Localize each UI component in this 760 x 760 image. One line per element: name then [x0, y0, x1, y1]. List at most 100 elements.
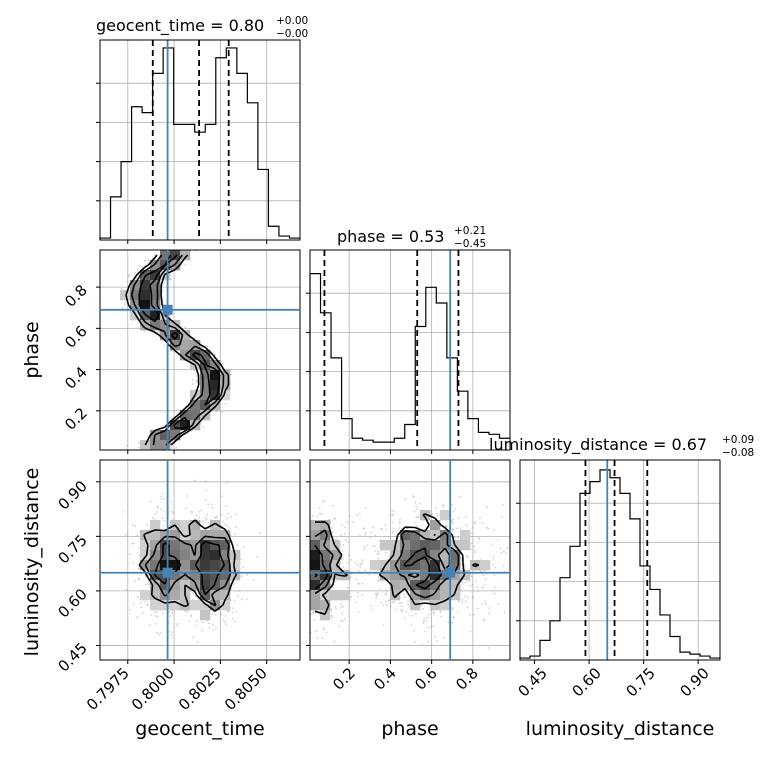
density-cell	[400, 530, 411, 541]
sample-point	[484, 600, 486, 603]
sample-point	[389, 605, 392, 608]
sample-point	[340, 603, 342, 606]
sample-point	[162, 612, 165, 615]
sample-point	[456, 527, 458, 530]
sample-point	[501, 504, 504, 506]
sample-point	[361, 582, 364, 585]
sample-point	[144, 600, 147, 603]
sample-point	[487, 528, 490, 530]
density-cell	[190, 420, 201, 431]
sample-point	[488, 607, 491, 610]
sample-point	[460, 557, 462, 560]
sample-point	[422, 607, 425, 610]
sample-point	[376, 552, 379, 555]
sample-point	[416, 508, 418, 510]
xtick-geocent-time-3: 0.8050	[221, 664, 271, 714]
density-cell	[160, 560, 171, 571]
density-cell	[150, 310, 161, 321]
hist-panel-phase	[306, 250, 510, 454]
density-cell	[320, 580, 331, 591]
sample-point	[138, 441, 141, 444]
xtick-geocent-time-2: 0.8025	[175, 664, 225, 714]
sample-point	[377, 591, 379, 594]
sample-point	[451, 622, 453, 624]
density-cell	[150, 580, 161, 591]
density-cell	[190, 410, 201, 421]
sample-point	[224, 402, 227, 405]
sample-point	[141, 265, 144, 268]
density-cell	[140, 290, 151, 301]
sample-point	[475, 580, 477, 583]
density-cell	[310, 540, 321, 551]
density-cell	[390, 590, 401, 601]
density-cell	[440, 570, 451, 581]
sample-point	[222, 521, 224, 523]
sample-point	[333, 640, 336, 643]
sample-point	[340, 534, 342, 536]
density-cell	[160, 550, 171, 561]
sample-point	[399, 518, 401, 521]
sample-point	[361, 559, 364, 561]
density-cell	[220, 600, 231, 611]
sample-point	[477, 590, 480, 593]
sample-point	[421, 600, 424, 603]
density-cell	[430, 600, 441, 611]
sample-point	[485, 526, 488, 529]
sample-point	[338, 624, 341, 627]
sample-point	[184, 326, 186, 329]
sample-point	[246, 573, 249, 576]
sample-point	[226, 481, 228, 484]
sample-point	[404, 617, 407, 620]
density-cell	[220, 540, 231, 551]
sample-point	[467, 596, 470, 599]
ytick-phase-1: 0.4	[61, 363, 91, 393]
sample-point	[153, 253, 156, 256]
sample-point	[453, 616, 455, 619]
sample-point	[491, 543, 494, 546]
title-luminosity-distance: luminosity_distance = 0.67	[489, 435, 707, 455]
density-cell	[190, 560, 201, 571]
title-luminosity-distance-plus: +0.09	[722, 434, 754, 446]
sample-point	[476, 541, 479, 544]
sample-point	[451, 608, 454, 611]
sample-point	[136, 616, 139, 619]
density-cell	[450, 580, 461, 591]
sample-point	[366, 544, 369, 547]
sample-point	[190, 614, 193, 616]
density-cell	[200, 580, 211, 591]
density-cell	[170, 330, 181, 341]
density-cell	[320, 540, 331, 551]
sample-point	[146, 524, 149, 526]
sample-point	[451, 522, 454, 525]
sample-point	[399, 522, 401, 524]
density-cell	[180, 340, 191, 351]
sample-point	[333, 518, 336, 521]
sample-point	[452, 518, 455, 521]
sample-point	[414, 501, 417, 504]
sample-point	[488, 612, 490, 615]
sample-point	[428, 600, 430, 603]
sample-point	[220, 495, 223, 498]
density-cell	[190, 570, 201, 581]
sample-point	[452, 528, 454, 531]
sample-point	[364, 533, 367, 536]
sample-point	[224, 621, 227, 624]
density-cell	[310, 520, 321, 531]
density-cell	[220, 560, 231, 571]
sample-point	[320, 513, 323, 515]
sample-point	[494, 566, 497, 569]
sample-point	[346, 521, 349, 523]
sample-point	[351, 521, 354, 523]
sample-point	[219, 613, 222, 615]
sample-point	[207, 503, 210, 506]
density-cell	[410, 560, 421, 571]
sample-point	[427, 640, 430, 643]
density-cell	[470, 560, 481, 571]
sample-point	[485, 603, 487, 605]
density-cell	[380, 570, 391, 581]
density-cell	[210, 560, 221, 571]
sample-point	[377, 580, 380, 583]
sample-point	[363, 527, 365, 530]
title-luminosity-distance-minus: −0.08	[722, 447, 754, 459]
sample-point	[219, 612, 222, 615]
